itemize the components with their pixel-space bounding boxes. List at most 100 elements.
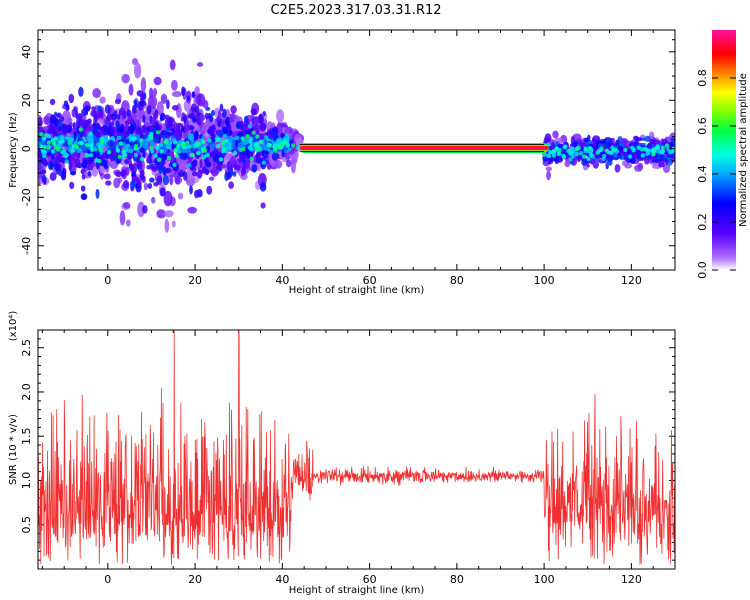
- spectrogram-cell: [128, 83, 134, 96]
- spectrogram-cell: [107, 139, 114, 147]
- snr-series-line: [38, 330, 675, 565]
- spectrogram-cell: [156, 175, 163, 186]
- spectrogram-cell: [193, 189, 200, 199]
- spectrogram-x-tick-label: 80: [450, 274, 464, 287]
- spectrogram-cell: [583, 146, 588, 151]
- spectrogram-cell: [86, 123, 94, 134]
- spectrogram-cell: [651, 152, 656, 157]
- colorbar: 0.0 0.2 0.4 0.6 0.8 Normalized spectral ampl…: [696, 30, 749, 279]
- snr-x-tick-label: 0: [104, 573, 111, 586]
- spectrogram-cell: [89, 143, 94, 148]
- spectrogram-cell: [46, 134, 52, 139]
- spectrogram-cell: [564, 160, 571, 168]
- spectrogram-cell: [51, 141, 57, 146]
- spectrogram-cell: [156, 209, 166, 219]
- spectrogram-y-tick-label: 20: [20, 93, 33, 107]
- spectrogram-cell: [61, 110, 72, 126]
- spectrogram-cell: [78, 118, 85, 124]
- spectrogram-cell: [121, 149, 127, 154]
- spectrogram-cell: [253, 124, 260, 133]
- spectrogram-cell: [87, 170, 92, 177]
- spectrogram-cell: [194, 129, 199, 140]
- spectrogram-cell: [109, 148, 117, 157]
- spectrogram-cell: [640, 153, 646, 158]
- spectrogram-cell: [114, 98, 122, 105]
- spectrogram-cell: [38, 124, 42, 132]
- spectrogram-cell: [169, 59, 176, 71]
- spectrogram-cell: [253, 116, 259, 125]
- spectrogram-cell: [59, 115, 65, 122]
- spectrogram-cell: [562, 144, 568, 150]
- spectrogram-x-tick-label: 100: [534, 274, 555, 287]
- spectrogram-cell: [209, 151, 214, 158]
- spectrogram-cell: [664, 143, 670, 148]
- spectrogram-cell: [554, 146, 559, 151]
- colorbar-tick-label: 0.0: [696, 261, 709, 279]
- spectrogram-cell: [133, 62, 142, 79]
- spectrogram-cell: [637, 137, 643, 142]
- spectrogram-cell: [221, 146, 226, 152]
- spectrogram-cell: [655, 149, 660, 154]
- spectrogram-cell: [59, 134, 64, 140]
- spectrogram-cell: [171, 79, 178, 91]
- spectrogram-cell: [54, 111, 58, 117]
- spectrogram-cell: [587, 134, 591, 141]
- spectrogram-cell: [81, 173, 86, 180]
- snr-x-tick-label: 20: [188, 573, 202, 586]
- snr-x-label: Height of straight line (km): [289, 585, 425, 596]
- spectrogram-cell: [102, 136, 109, 142]
- spectrogram-panel: 0 20 40 60 80 100 120 -40 -20 0 20 40 Height of str…: [8, 29, 676, 296]
- spectrogram-cell: [146, 126, 150, 132]
- spectrogram-cell: [230, 105, 237, 114]
- spectrogram-cell: [215, 137, 220, 143]
- spectrogram-cell: [667, 150, 673, 155]
- spectrogram-cell: [157, 157, 162, 162]
- spectrogram-y-tick-label: 40: [20, 45, 33, 59]
- spectrogram-cell: [191, 171, 198, 177]
- spectrogram-cell: [605, 138, 611, 143]
- spectrogram-cell: [259, 182, 267, 192]
- spectrogram-cell: [125, 166, 130, 176]
- spectrogram-cell: [209, 176, 215, 181]
- spectrogram-cell: [133, 102, 138, 109]
- spectrogram-cell: [205, 153, 210, 158]
- snr-y-tick-label: 2.5: [20, 339, 33, 357]
- spectrogram-cell: [643, 147, 649, 152]
- snr-y-tick-label: 0.5: [20, 516, 33, 534]
- spectrogram-cell: [148, 152, 152, 159]
- spectrogram-cell: [163, 190, 173, 207]
- spectrogram-cell: [624, 154, 628, 161]
- spectrogram-cell: [149, 131, 154, 137]
- spectrogram-cell: [147, 94, 158, 110]
- spectrogram-cell: [243, 115, 249, 123]
- spectrogram-cell: [163, 210, 174, 218]
- spectrogram-cell: [614, 149, 620, 154]
- spectrogram-cell: [115, 148, 121, 153]
- spectrogram-cell: [94, 158, 99, 163]
- spectrogram-cell: [155, 130, 161, 135]
- spectrogram-cell: [139, 100, 147, 107]
- spectrogram-heatmap: [38, 57, 675, 233]
- spectrogram-cell: [572, 141, 577, 148]
- spectrogram-cell: [586, 164, 590, 168]
- spectrogram-cell: [164, 118, 171, 128]
- spectrogram-cell: [172, 162, 177, 167]
- spectrogram-cell: [78, 86, 84, 97]
- spectrogram-cell: [616, 139, 621, 144]
- spectrogram-cell: [176, 144, 181, 149]
- spectrogram-cell: [62, 124, 68, 134]
- snr-x-tick-label: 100: [534, 573, 555, 586]
- spectrogram-cell: [88, 131, 93, 136]
- spectrogram-cell: [92, 147, 98, 152]
- spectrogram-cell: [153, 153, 158, 158]
- spectrogram-cell: [630, 145, 635, 150]
- spectrogram-cell: [202, 99, 209, 109]
- spectrogram-cell: [272, 153, 280, 158]
- spectrogram-cell: [106, 113, 113, 122]
- spectrogram-cell: [139, 156, 145, 162]
- spectrogram-cell: [209, 115, 214, 123]
- spectrogram-cell: [102, 159, 108, 168]
- spectrogram-cell: [231, 138, 236, 148]
- spectrogram-cell: [262, 149, 269, 159]
- spectrogram-cell: [93, 135, 97, 141]
